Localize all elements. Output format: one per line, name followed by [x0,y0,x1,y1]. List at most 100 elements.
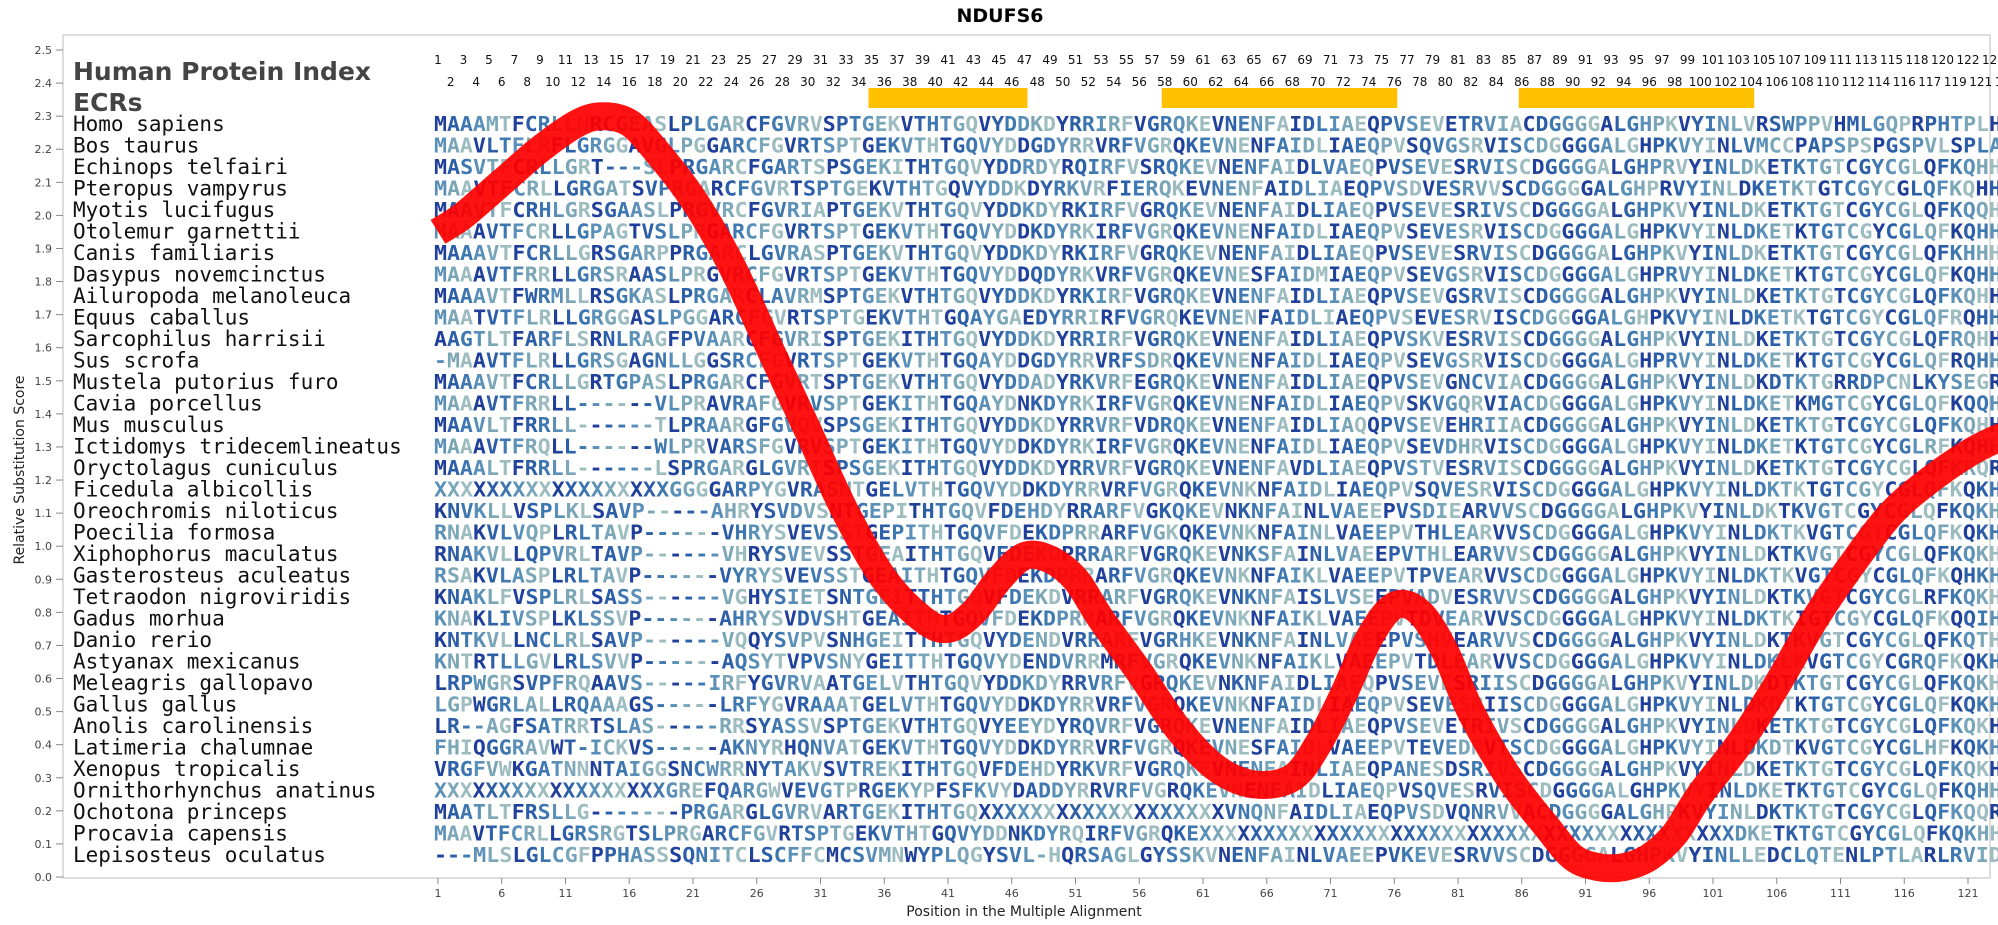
residue: R [1087,478,1101,502]
residue: G [862,263,875,287]
residue: R [1910,650,1924,674]
residue: S [763,499,776,523]
residue: X [643,478,656,502]
residue: V [813,628,826,652]
species-label: Myotis lucifugus [73,198,275,222]
residue: G [931,822,944,846]
residue: G [460,757,473,781]
residue: I [1296,542,1309,566]
residue: K [1975,499,1988,523]
residue: G [1147,757,1160,781]
residue: C [1514,177,1527,201]
residue: G [952,349,965,373]
residue: L [615,327,628,351]
residue: M [434,177,447,201]
residue: K [888,370,901,394]
residue: C [1847,263,1860,287]
y-tick-label: 1.0 [35,540,53,553]
residue: V [513,499,526,523]
residue: V [1134,714,1147,738]
residue: Q [965,456,978,480]
residue: P [836,714,849,738]
residue: G [1153,478,1166,502]
residue: S [617,585,630,609]
residue: Y [758,714,771,738]
residue: D [1012,779,1025,803]
residue: I [1289,693,1302,717]
species-label: Lepisosteus oculatus [73,843,326,867]
residue: V [1401,628,1414,652]
residue: R [732,413,746,437]
protein-index-number: 62 [1208,75,1223,89]
residue: E [1205,650,1218,674]
residue: V [813,542,826,566]
residue: S [823,327,836,351]
residue: E [1419,112,1432,136]
residue: R [525,392,539,416]
residue: K [473,607,486,631]
residue: V [784,693,797,717]
residue: - [654,607,667,631]
residue: H [1639,757,1652,781]
residue: Y [1048,155,1061,179]
residue: - [682,628,695,652]
residue: G [1574,220,1587,244]
residue: A [602,564,615,588]
residue: F [745,693,758,717]
residue: K [1665,413,1678,437]
residue: R [1069,456,1083,480]
residue: C [1523,112,1536,136]
residue: K [1795,263,1808,287]
residue: R [1166,650,1180,674]
residue: E [1354,564,1367,588]
residue: V [1492,585,1505,609]
x-tick-label: 1 [435,887,442,900]
residue: Y [991,134,1004,158]
residue: G [1584,521,1597,545]
residue: K [1237,693,1250,717]
residue: L [1911,349,1924,373]
residue: R [1069,327,1083,351]
residue: G [1817,177,1830,201]
residue: A [525,693,538,717]
residue: T [913,800,926,824]
residue: S [1458,456,1471,480]
residue: G [952,392,965,416]
residue: E [875,435,888,459]
residue: V [810,714,823,738]
residue: A [1462,499,1475,523]
residue: T [499,241,512,265]
residue: G [1584,306,1597,330]
residue: T [1782,392,1795,416]
residue: G [1897,542,1910,566]
residue: N [1250,714,1263,738]
residue: V [486,392,499,416]
residue: T [1780,542,1793,566]
residue: N [1250,435,1263,459]
residue: G [771,220,784,244]
residue: S [1458,757,1471,781]
residue: T [591,155,604,179]
residue: G [1561,220,1574,244]
residue: A [460,521,473,545]
residue: G [1561,349,1574,373]
residue: S [1406,413,1419,437]
plot-area [62,34,1991,879]
residue: A [447,112,460,136]
residue: L [1911,757,1924,781]
residue: T [829,822,842,846]
residue: P [1380,736,1393,760]
residue: L [539,177,552,201]
residue: L [552,155,565,179]
residue: R [512,736,526,760]
residue: T [939,263,952,287]
residue: V [1393,392,1406,416]
residue: A [447,413,460,437]
residue: S [1257,542,1270,566]
residue: H [917,306,930,330]
residue: H [1989,757,1998,781]
residue: T [499,392,512,416]
residue: C [1847,392,1860,416]
residue: D [790,499,803,523]
residue: K [1767,542,1780,566]
